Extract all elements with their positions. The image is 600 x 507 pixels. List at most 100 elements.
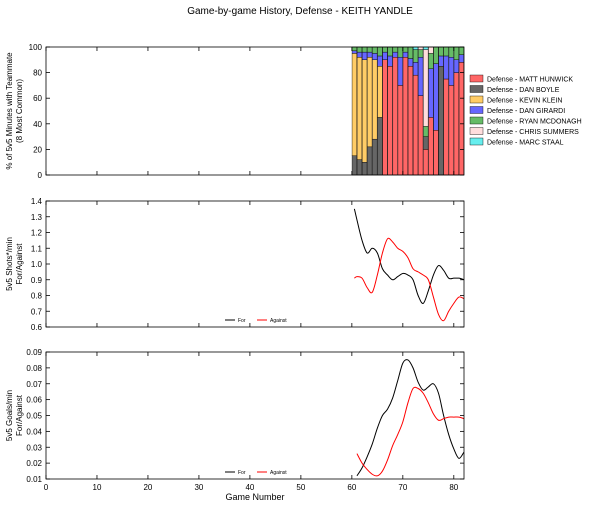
legend-swatch — [469, 106, 484, 114]
bar-segment — [351, 46, 357, 52]
y-tick-label: 0.05 — [26, 412, 42, 421]
y-axis-label: 5v5 Goals/min — [5, 390, 14, 441]
bar-segment — [428, 46, 434, 54]
y-tick-label: 0.07 — [26, 380, 42, 389]
series-line-against — [356, 386, 464, 477]
legend-swatch — [469, 95, 484, 104]
bar-segment — [397, 85, 403, 176]
legend-label: Against — [270, 318, 287, 324]
legend-label: For — [238, 470, 246, 476]
bar-segment — [362, 161, 368, 176]
bar-segment — [448, 46, 454, 58]
bar-segment — [382, 51, 388, 60]
bar-segment — [423, 149, 429, 176]
plot-frame — [45, 46, 465, 176]
bar-segment — [351, 53, 357, 157]
x-tick-label: 50 — [296, 483, 305, 492]
bar-segment — [397, 57, 403, 86]
y-axis-label: For/Against — [15, 243, 24, 285]
y-axis-label: 5v5 Shots*/min — [5, 237, 14, 291]
legend-swatch — [469, 116, 484, 125]
legend-swatch — [469, 127, 484, 135]
bar-segment — [372, 138, 378, 176]
y-tick-label: 40 — [33, 120, 42, 129]
y-axis-label: (8 Most Common) — [15, 79, 24, 143]
y-tick-label: 60 — [33, 94, 42, 103]
bar-segment — [377, 117, 383, 176]
figure-title: Game-by-game History, Defense - KEITH YA… — [187, 6, 413, 17]
shots-per-min-panel: 0.6 0.7 0.8 0.9 1.0 1.1 1.2 1.3 1.4 5v5 Shots*/mi… — [5, 197, 465, 332]
x-tick-label: 60 — [347, 483, 356, 492]
y-tick-label: 20 — [33, 145, 42, 154]
bar-segment — [418, 57, 424, 96]
y-tick-label: 0.9 — [31, 276, 43, 285]
bar-segment — [402, 46, 408, 53]
bar-segment — [372, 53, 378, 61]
bar-segment — [443, 55, 449, 80]
bar-segment — [367, 57, 373, 148]
bar-segment — [458, 46, 465, 55]
y-tick-label: 0.01 — [26, 475, 42, 484]
bar-segment — [428, 68, 434, 118]
x-axis-label: Game Number — [225, 492, 284, 502]
x-tick-label: 30 — [194, 483, 203, 492]
legend-swatch — [469, 74, 484, 83]
y-tick-label: 0.8 — [31, 292, 43, 301]
bar-segment — [382, 59, 388, 176]
bar-segment — [438, 46, 444, 57]
legend-label: Defense - MARC STAAL — [487, 140, 564, 147]
bar-segment — [351, 155, 357, 176]
legend-swatch — [469, 137, 484, 146]
bar-segment — [407, 46, 414, 59]
y-tick-label: 80 — [33, 69, 42, 78]
y-tick-label: 1.2 — [31, 229, 43, 238]
bar-segment — [367, 46, 373, 53]
bar-segment — [362, 51, 368, 60]
bar-segment — [433, 46, 439, 64]
bar-segment — [372, 46, 378, 54]
bar-segment — [356, 159, 363, 176]
bar-segment — [387, 46, 393, 57]
bar-segment — [448, 85, 454, 176]
bar-segment — [351, 50, 357, 54]
bar-segment — [453, 72, 459, 176]
legend-label: Defense - RYAN MCDONAGH — [487, 119, 582, 126]
bar-segment — [397, 46, 403, 58]
bar-segment — [418, 49, 424, 58]
bar-segment — [448, 57, 454, 86]
x-tick-label: 80 — [449, 483, 458, 492]
bar-segment — [458, 62, 465, 176]
plot-frame — [45, 351, 465, 480]
bar-segment — [362, 59, 368, 163]
y-tick-label: 0.09 — [26, 348, 42, 357]
bar-segment — [428, 53, 434, 69]
y-tick-label: 0.7 — [31, 307, 43, 316]
bar-segment — [423, 49, 429, 127]
bar-segment — [433, 129, 439, 176]
legend-label: For — [238, 318, 246, 324]
y-axis-label: For/Against — [15, 394, 24, 436]
plot-frame — [45, 200, 465, 328]
bar-segment — [413, 74, 419, 176]
bar-segment — [418, 95, 424, 176]
series-line-against — [354, 237, 464, 322]
bar-segment — [423, 126, 429, 137]
bar-segment — [362, 46, 368, 53]
y-tick-label: 0.6 — [31, 323, 43, 332]
y-tick-label: 0.08 — [26, 364, 42, 373]
y-tick-label: 0.03 — [26, 443, 42, 452]
bar-segment — [413, 62, 419, 76]
legend-label: Defense - CHRIS SUMMERS — [487, 129, 579, 136]
y-axis-label: % of 5v5 Minutes with Teammate — [5, 52, 14, 170]
goals-per-min-panel: 0.01 0.02 0.03 0.04 0.05 0.06 0.07 0.08 0.09 0 10 2… — [5, 348, 465, 502]
bar-segment — [392, 57, 398, 176]
bar-segment — [367, 146, 373, 176]
y-tick-label: 0.06 — [26, 396, 42, 405]
x-tick-label: 0 — [44, 483, 49, 492]
x-tick-label: 10 — [93, 483, 102, 492]
y-tick-label: 100 — [29, 43, 43, 52]
legend-label: Defense - DAN BOYLE — [487, 87, 560, 94]
legend-swatch — [469, 85, 484, 93]
bar-segment — [356, 57, 363, 160]
